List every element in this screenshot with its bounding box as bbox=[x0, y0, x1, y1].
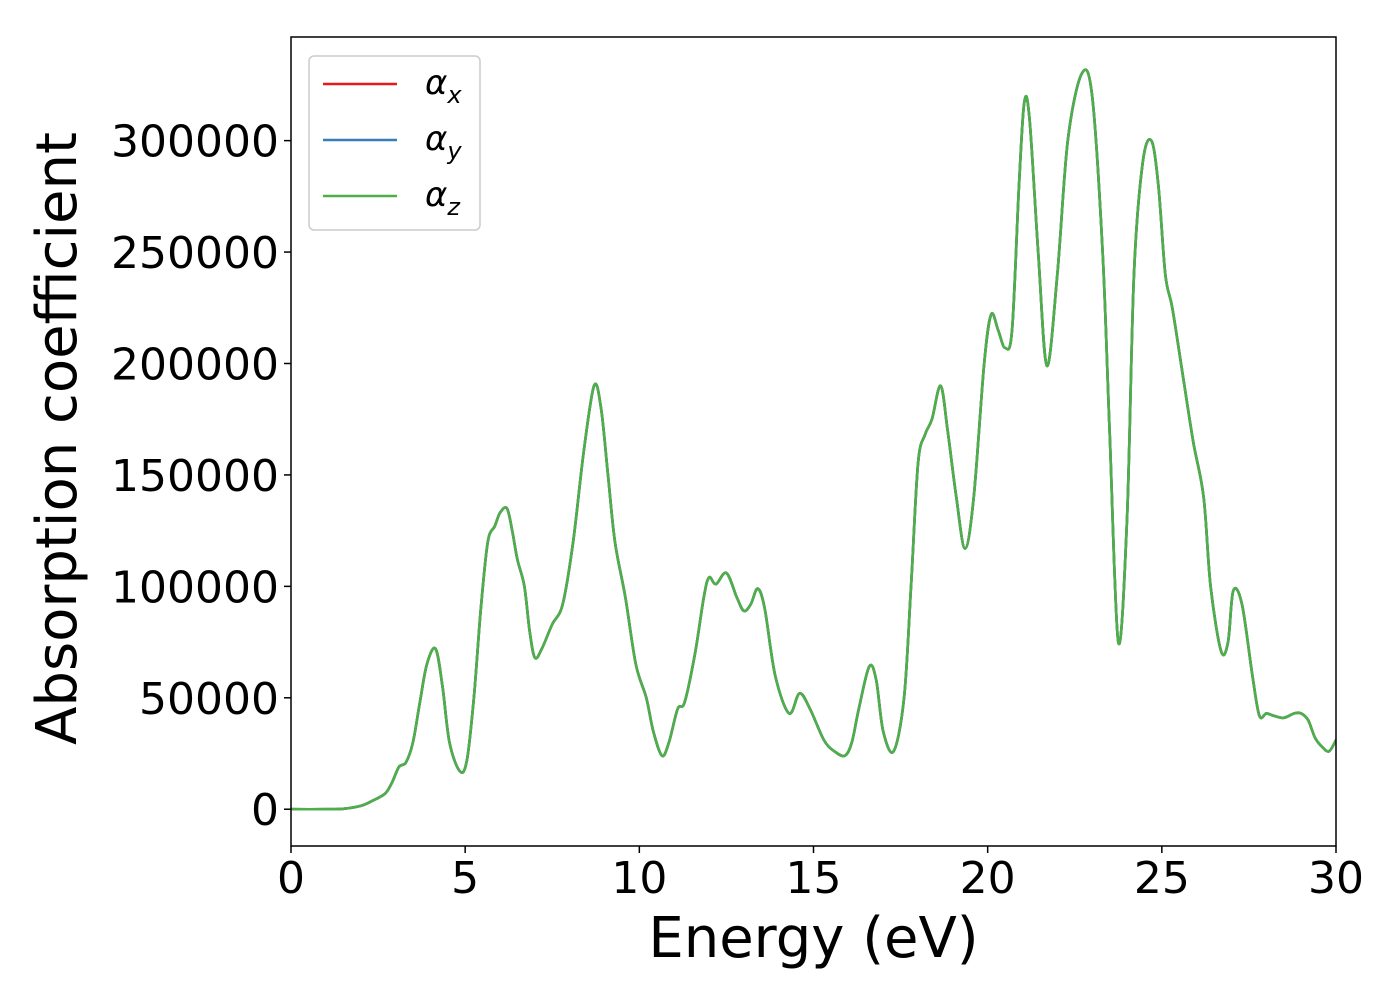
series-lines bbox=[291, 68, 1336, 811]
x-tick-label: 15 bbox=[786, 853, 842, 904]
legend-label-base: α bbox=[425, 119, 447, 159]
legend-label-subscript: z bbox=[446, 193, 461, 221]
y-tick-label: 100000 bbox=[111, 562, 279, 613]
legend-label-x: αx bbox=[425, 63, 462, 109]
x-tick-label: 10 bbox=[611, 853, 667, 904]
y-axis-label: Absorption coefficient bbox=[25, 132, 90, 745]
legend-label-subscript: x bbox=[446, 81, 462, 109]
x-axis: 0 5 10 15 20 25 30 bbox=[277, 846, 1364, 904]
y-tick-label: 50000 bbox=[139, 674, 279, 725]
x-tick-label: 20 bbox=[960, 853, 1016, 904]
y-tick-label: 0 bbox=[251, 785, 279, 836]
legend-label-base: α bbox=[425, 63, 447, 103]
legend-label-z: αz bbox=[425, 175, 461, 221]
y-axis: 0 50000 100000 150000 200000 250000 300000 bbox=[111, 117, 291, 836]
x-tick-label: 5 bbox=[451, 853, 479, 904]
x-tick-label: 0 bbox=[277, 853, 305, 904]
x-tick-label: 25 bbox=[1134, 853, 1190, 904]
y-tick-label: 150000 bbox=[111, 451, 279, 502]
x-axis-label: Energy (eV) bbox=[648, 906, 978, 971]
legend-label-base: α bbox=[425, 175, 447, 215]
legend-label-y: αy bbox=[425, 119, 462, 165]
legend-frame bbox=[308, 55, 481, 231]
y-tick-label: 200000 bbox=[111, 339, 279, 390]
x-tick-label: 30 bbox=[1308, 853, 1364, 904]
series-line-z bbox=[291, 68, 1336, 811]
legend-label-subscript: y bbox=[446, 137, 462, 165]
y-tick-label: 250000 bbox=[111, 228, 279, 279]
y-tick-label: 300000 bbox=[111, 117, 279, 168]
